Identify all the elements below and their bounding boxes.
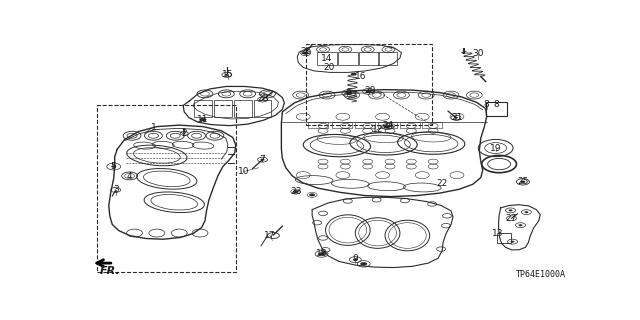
Bar (422, 122, 442, 128)
Bar (486, 102, 507, 116)
Circle shape (200, 118, 207, 121)
Circle shape (365, 90, 372, 93)
Bar (338, 52, 358, 65)
Circle shape (309, 193, 315, 196)
Text: 21: 21 (451, 113, 463, 122)
Text: 3: 3 (113, 185, 118, 195)
Circle shape (346, 92, 352, 95)
Text: 28: 28 (258, 94, 269, 103)
Circle shape (353, 259, 358, 261)
Text: 14: 14 (321, 54, 333, 63)
Bar (97, 105, 236, 273)
Text: 27: 27 (506, 214, 517, 223)
Text: 29: 29 (364, 86, 375, 95)
Text: 5: 5 (110, 162, 116, 171)
Text: 4: 4 (127, 172, 132, 181)
Text: 23: 23 (290, 187, 301, 196)
Circle shape (260, 159, 264, 161)
Text: 7: 7 (259, 155, 265, 164)
Text: 10: 10 (238, 167, 250, 176)
Text: 2: 2 (181, 129, 187, 138)
Bar (355, 122, 375, 128)
Text: 6: 6 (345, 88, 351, 97)
Circle shape (454, 117, 458, 119)
Text: FR.: FR. (99, 266, 120, 276)
Text: 22: 22 (436, 179, 448, 188)
Text: 20: 20 (324, 63, 335, 72)
Text: 12: 12 (372, 125, 383, 134)
Text: 11: 11 (197, 115, 209, 124)
Bar (214, 100, 232, 117)
Text: 13: 13 (492, 228, 504, 237)
Text: TP64E1000A: TP64E1000A (516, 270, 566, 279)
Circle shape (303, 52, 308, 55)
Circle shape (351, 73, 356, 76)
Text: 9: 9 (353, 254, 358, 263)
Bar (253, 100, 271, 117)
Bar (317, 52, 337, 65)
Text: 1: 1 (150, 123, 156, 132)
Circle shape (518, 224, 522, 226)
Circle shape (524, 211, 529, 213)
Text: 19: 19 (490, 144, 501, 153)
Bar (306, 44, 432, 125)
Text: 25: 25 (517, 177, 529, 186)
Bar (497, 233, 511, 243)
Text: 26: 26 (300, 47, 312, 56)
Text: 8: 8 (494, 100, 499, 109)
Text: 15: 15 (222, 70, 234, 79)
Text: 18: 18 (316, 250, 327, 259)
Text: 24: 24 (382, 121, 393, 130)
Bar (332, 122, 352, 128)
Circle shape (511, 241, 515, 243)
Circle shape (292, 190, 299, 193)
Bar (378, 122, 397, 128)
Bar (234, 100, 252, 117)
Circle shape (111, 165, 116, 168)
Text: 17: 17 (264, 231, 276, 240)
Circle shape (509, 209, 513, 212)
Bar (308, 122, 328, 128)
Circle shape (385, 125, 390, 128)
Circle shape (225, 74, 229, 76)
Circle shape (318, 252, 325, 256)
Text: 16: 16 (355, 72, 366, 81)
Circle shape (520, 180, 525, 183)
Text: 8: 8 (484, 100, 490, 109)
Text: 30: 30 (472, 49, 484, 58)
Bar (194, 100, 212, 117)
Circle shape (360, 262, 367, 266)
Bar (359, 52, 379, 65)
Bar (400, 122, 420, 128)
Bar (378, 52, 397, 65)
